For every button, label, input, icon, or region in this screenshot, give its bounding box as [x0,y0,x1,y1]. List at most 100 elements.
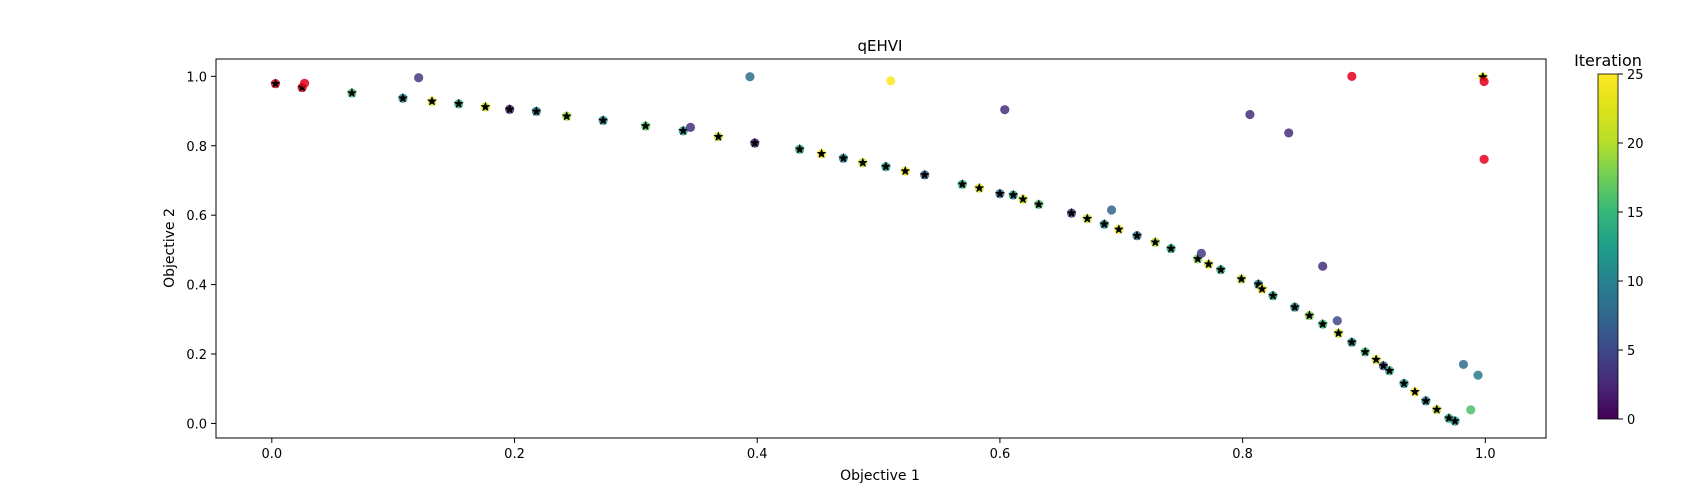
pareto-star-marker [678,125,689,136]
pareto-star-marker [713,131,724,141]
pareto-star-marker [270,78,281,88]
x-tick-label: 0.0 [261,447,282,462]
y-axis-ticks: 0.0 0.2 0.4 0.6 0.8 1.0 [186,70,216,432]
y-axis-label: Objective 2 [162,208,178,288]
pareto-star-marker [453,98,464,108]
pareto-star-marker [1477,71,1488,82]
x-tick-label: 0.4 [747,447,768,462]
data-point [1000,105,1010,115]
data-point [886,76,896,86]
data-point [1347,71,1357,81]
pareto-star-marker [480,101,491,112]
data-point [1479,154,1489,164]
pareto-star-marker [794,144,805,154]
data-point [414,73,424,83]
y-tick-label: 1.0 [186,70,207,85]
pareto-star-marker [1033,199,1044,209]
pareto-star-marker [1268,290,1278,300]
colorbar-tick-label: 20 [1627,137,1644,152]
x-tick-label: 0.2 [504,447,525,462]
colorbar-tick-label: 25 [1627,68,1644,83]
x-axis-ticks: 0.0 0.2 0.4 0.6 0.8 1.0 [261,438,1496,462]
data-point [1106,205,1117,215]
pareto-star-marker [1008,189,1019,200]
pareto-star-marker [1346,337,1357,347]
data-point [1332,316,1342,326]
pareto-star-marker [1289,301,1300,312]
pareto-star-marker [838,153,849,163]
pareto-star-marker [1410,386,1420,397]
data-point [685,122,696,132]
pareto-star-marker [1443,413,1454,423]
x-tick-label: 0.8 [1232,447,1253,462]
y-tick-label: 0.2 [186,348,207,363]
pareto-star-marker [1378,360,1389,371]
pareto-star-marker [816,148,827,158]
data-point [299,78,310,88]
colorbar-label: Iteration [1574,51,1642,70]
pareto-star-marker [900,165,911,176]
points-layer [270,71,1489,426]
x-tick-label: 1.0 [1475,447,1496,462]
pareto-star-marker [640,120,651,131]
colorbar: 0 5 10 15 20 25 Iteration [1574,51,1643,428]
pareto-star-marker [1203,258,1214,269]
pareto-star-marker [974,182,985,193]
data-point [1458,359,1469,370]
data-point [1245,109,1255,120]
colorbar-ticks: 0 5 10 15 20 25 [1618,68,1644,428]
pareto-star-marker [1333,327,1344,338]
chart-title: qEHVI [858,37,903,55]
pareto-star-marker [504,104,515,114]
pareto-star-marker [427,96,437,106]
x-tick-label: 0.6 [990,447,1011,462]
pareto-star-marker [1166,243,1176,253]
pareto-star-marker [957,179,968,189]
pareto-star-marker [1257,283,1267,294]
axes-frame [215,58,1547,439]
colorbar-gradient [1597,73,1619,420]
pareto-star-marker [1132,230,1142,240]
pareto-star-marker [1082,213,1093,223]
pareto-star-marker [1431,404,1442,414]
y-tick-label: 0.0 [186,417,207,432]
data-point [1466,405,1476,415]
data-point [1284,128,1294,138]
colorbar-tick-label: 0 [1627,413,1635,428]
pareto-star-marker [346,87,357,98]
pareto-star-marker [1066,207,1077,218]
pareto-star-marker [1317,318,1328,329]
pareto-star-marker [1371,354,1382,364]
pareto-star-marker [1360,346,1371,357]
plot-area [215,58,1547,439]
pareto-star-marker [1450,415,1460,426]
data-point [1196,248,1206,258]
colorbar-tick-label: 15 [1627,206,1644,221]
pareto-star-marker [1253,279,1264,289]
pareto-star-marker [561,111,572,121]
data-point [745,72,755,82]
pareto-star-marker [994,188,1005,198]
pareto-star-marker [1113,224,1124,234]
pareto-star-marker [531,106,542,116]
pareto-star-marker [598,115,609,125]
pareto-star-marker [919,169,930,180]
y-tick-label: 0.4 [186,279,207,294]
pareto-star-marker [1099,219,1110,229]
pareto-star-marker [1018,194,1028,204]
pareto-star-marker [857,157,868,167]
pareto-star-marker [1384,365,1395,375]
pareto-star-marker [397,93,408,103]
colorbar-tick-label: 10 [1627,275,1644,290]
pareto-star-marker [880,161,891,171]
pareto-star-marker [749,137,760,148]
y-tick-label: 0.6 [186,209,207,224]
pareto-star-marker [1215,264,1226,274]
colorbar-tick-label: 5 [1627,344,1635,359]
data-point [1473,370,1483,380]
pareto-star-marker [1420,395,1431,406]
pareto-star-marker [1304,310,1315,320]
pareto-star-marker [1236,273,1247,284]
data-point [1479,76,1489,87]
